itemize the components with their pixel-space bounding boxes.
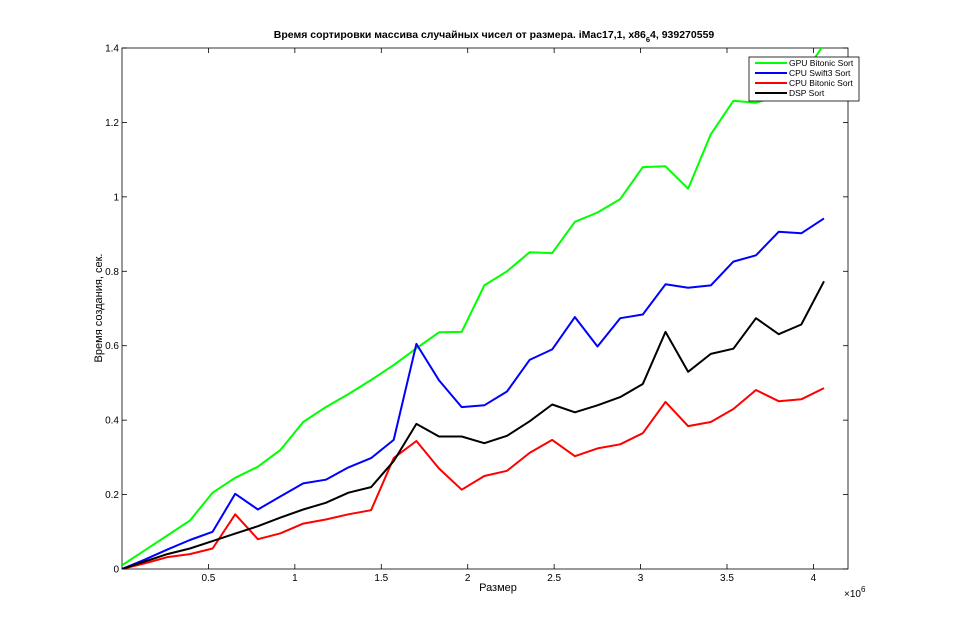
plot-area-box bbox=[121, 47, 849, 570]
y-tick-label: 1.2 bbox=[105, 118, 119, 129]
chart-title-main: Время сортировки массива случайных чисел… bbox=[274, 29, 646, 41]
x-tick-label: 1.5 bbox=[374, 573, 388, 584]
y-tick-label: 0.4 bbox=[105, 416, 119, 427]
legend-entry-label: GPU Bitonic Sort bbox=[789, 58, 854, 68]
x-axis-exponent-base: ×10 bbox=[844, 589, 861, 600]
x-tick-label: 3 bbox=[638, 573, 644, 584]
y-tick-label: 0.6 bbox=[105, 341, 119, 352]
y-tick-label: 0.8 bbox=[105, 267, 119, 278]
x-axis-exponent-power: 6 bbox=[861, 585, 866, 594]
axes-group: 0.5 1 1.5 2 2.5 3 3.5 4 0 0.2 0.4 0.6 0.8 1 1.2 1.4 bbox=[105, 44, 849, 584]
x-tick-label: 0.5 bbox=[201, 573, 215, 584]
chart-title-subscript: 6 bbox=[646, 35, 650, 44]
x-tick-label: 2.5 bbox=[547, 573, 561, 584]
x-axis-exponent: ×106 bbox=[844, 585, 866, 600]
x-tick-label: 2 bbox=[465, 573, 471, 584]
series-line-cpu-swift3-sort bbox=[122, 217, 825, 569]
y-tick-label: 1 bbox=[113, 192, 119, 203]
y-tick-label: 0.2 bbox=[105, 490, 119, 501]
y-tick-label: 1.4 bbox=[105, 44, 119, 55]
legend-entry-label: CPU Swift3 Sort bbox=[789, 68, 851, 78]
x-tick-label: 1 bbox=[292, 573, 298, 584]
legend-entry-label: CPU Bitonic Sort bbox=[789, 78, 853, 88]
series-group bbox=[122, 48, 825, 569]
x-tick-label: 3.5 bbox=[720, 573, 734, 584]
chart-title-tail: 4, 939270559 bbox=[650, 29, 714, 41]
x-axis-label: Размер bbox=[479, 582, 517, 594]
x-tick-label: 4 bbox=[811, 573, 817, 584]
y-tick-label: 0 bbox=[113, 565, 119, 576]
series-line-dsp-sort bbox=[122, 280, 825, 569]
legend-entry-label: DSP Sort bbox=[789, 88, 825, 98]
chart-title: Время сортировки массива случайных чисел… bbox=[274, 29, 715, 44]
series-line-cpu-bitonic-sort bbox=[122, 387, 825, 569]
y-axis-label: Время создания, сек. bbox=[93, 254, 105, 363]
series-line-gpu-bitonic-sort bbox=[122, 48, 823, 567]
